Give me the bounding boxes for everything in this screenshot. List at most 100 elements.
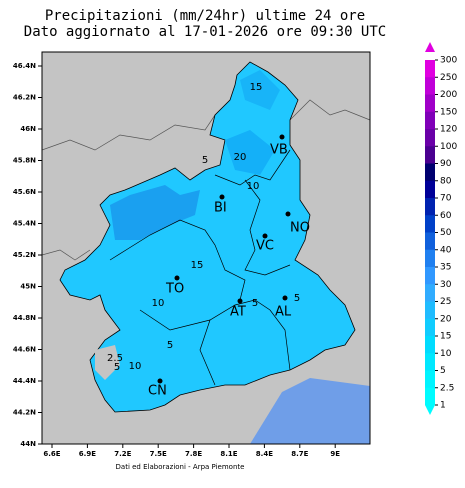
city-dot (279, 134, 285, 140)
lon-label: 6.6E (43, 450, 60, 458)
colorbar-label: 25 (440, 297, 451, 307)
city-label: AL (275, 305, 292, 320)
colorbar-segment (425, 146, 435, 164)
subtitle: Dato aggiornato al 17-01-2026 ore 09:30 … (24, 24, 386, 40)
city-dot (285, 211, 291, 217)
colorbar-label: 10 (440, 349, 452, 359)
colorbar-label: 100 (440, 142, 457, 152)
contour-label: 20 (234, 152, 247, 163)
lon-label: 8.7E (291, 450, 308, 458)
contour-label: 15 (250, 82, 263, 93)
colorbar-segment (425, 318, 435, 337)
colorbar-segment (425, 284, 435, 302)
lon-label: 7.5E (150, 450, 167, 458)
province-line (244, 179, 291, 276)
contour-label: 10 (152, 298, 165, 309)
province-line (214, 149, 291, 186)
lat-label: 45.2N (13, 251, 36, 259)
colorbar-segment (425, 215, 435, 233)
colorbar-label: 70 (440, 194, 452, 204)
city-dot (219, 194, 225, 200)
footer: Dati ed Elaborazioni - Arpa Piemonte (116, 463, 245, 471)
lat-label: 44.8N (13, 314, 36, 322)
colorbar-segment (425, 77, 435, 95)
colorbar-segment (425, 387, 435, 406)
colorbar-segment (425, 198, 435, 216)
colorbar-label: 2.5 (440, 383, 454, 393)
city-dot (262, 233, 268, 239)
lon-label: 7.2E (114, 450, 131, 458)
colorbar-segment (425, 370, 435, 389)
rain-area (225, 130, 275, 175)
colorbar-label: 50 (440, 228, 452, 238)
contour-label: 5 (114, 362, 120, 373)
colorbar-segment (425, 163, 435, 182)
colorbar-segment (425, 60, 435, 78)
rain-area (240, 70, 280, 110)
city-dot (157, 378, 163, 384)
city-label: NO (290, 221, 310, 236)
city-label: VC (256, 239, 274, 254)
lat-label: 44N (20, 440, 36, 448)
colorbar-label: 300 (440, 56, 457, 66)
contour-label: 15 (191, 260, 204, 271)
colorbar-segment (425, 267, 435, 285)
colorbar-segment (425, 129, 435, 147)
colorbar-bottom (425, 405, 435, 415)
colorbar-label: 200 (440, 90, 457, 100)
city-label: TO (165, 282, 184, 297)
contour-label: 10 (129, 361, 142, 372)
lat-label: 45.4N (13, 220, 36, 228)
lon-label: 7.8E (185, 450, 202, 458)
colorbar-label: 15 (440, 332, 451, 342)
lat-label: 46N (20, 125, 36, 133)
colorbar-segment (425, 111, 435, 130)
city-dot (237, 298, 243, 304)
colorbar-label: 35 (440, 263, 451, 273)
colorbar-label: 60 (440, 211, 452, 221)
colorbar-segment (425, 336, 435, 354)
colorbar-label: 250 (440, 73, 457, 83)
colorbar-label: 1 (440, 401, 446, 411)
contour-label: 10 (247, 181, 260, 192)
contour-label: 2.5 (107, 353, 123, 364)
colorbar-label: 5 (440, 366, 446, 376)
border (41, 249, 91, 261)
rain-area (110, 185, 200, 240)
colorbar-label: 20 (440, 314, 452, 324)
colorbar-segment (425, 301, 435, 320)
colorbar-label: 80 (440, 176, 452, 186)
lat-label: 46.4N (13, 62, 36, 70)
lat-label: 44.2N (13, 409, 36, 417)
city-label: VB (270, 143, 288, 158)
colorbar-label: 30 (440, 280, 452, 290)
lat-label: 45N (20, 283, 36, 291)
city-label: CN (148, 384, 167, 399)
colorbar-segment (425, 94, 435, 113)
map-frame (41, 51, 371, 445)
lon-label: 6.9E (79, 450, 96, 458)
colorbar-segment (425, 353, 435, 371)
colorbar-segment (425, 249, 435, 268)
colorbar-label: 40 (440, 245, 452, 255)
colorbar-label: 150 (440, 107, 457, 117)
contour-label: 5 (252, 298, 258, 309)
contour-label: 5 (167, 340, 173, 351)
lon-label: 8.1E (220, 450, 237, 458)
lat-label: 45.8N (13, 157, 36, 165)
province-line (199, 319, 216, 386)
colorbar-top (425, 42, 435, 52)
map (41, 52, 371, 444)
city-label: BI (214, 201, 227, 216)
lat-label: 44.6N (13, 346, 36, 354)
city-label: AT (230, 305, 246, 320)
border (289, 99, 371, 121)
lon-label: 9E (330, 450, 340, 458)
colorbar-segment (425, 180, 435, 199)
sea (250, 378, 370, 444)
colorbar-label: 120 (440, 125, 457, 135)
province-line (139, 299, 291, 371)
colorbar-label: 90 (440, 159, 452, 169)
lat-label: 44.4N (13, 377, 36, 385)
